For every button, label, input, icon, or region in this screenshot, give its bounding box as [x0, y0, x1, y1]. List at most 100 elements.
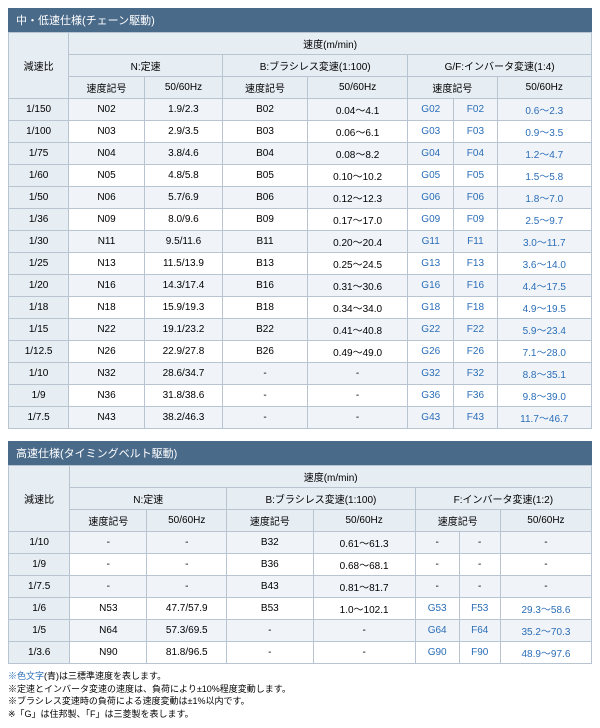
cell: - [147, 532, 227, 554]
cell: - [307, 407, 407, 429]
h-n: N:定速 [69, 55, 223, 77]
cell: 0.68～68.1 [313, 554, 415, 576]
table-row: 1/9N3631.8/38.6--G36F369.8～39.0 [9, 385, 592, 407]
cell: - [307, 385, 407, 407]
cell: 0.41～40.8 [307, 319, 407, 341]
cell: 11.5/13.9 [144, 253, 222, 275]
note1a: ※色文字 [8, 671, 44, 681]
cell: 3.6～14.0 [497, 253, 591, 275]
cell: F18 [454, 297, 497, 319]
cell: - [223, 363, 308, 385]
cell: 1/100 [9, 121, 69, 143]
cell: F53 [459, 598, 500, 620]
cell: 0.04～4.1 [307, 99, 407, 121]
note2: ※定速とインバータ変速の速度は、負荷により±10%程度変動します。 [8, 683, 592, 696]
cell: - [227, 620, 313, 642]
table-row: 1/10--B320.61～61.3--- [9, 532, 592, 554]
cell: 1.2～4.7 [497, 143, 591, 165]
h-hz: 50/60Hz [307, 77, 407, 99]
cell: B22 [223, 319, 308, 341]
cell: 1.0～102.1 [313, 598, 415, 620]
table-row: 1/75N043.8/4.6B040.08～8.2G04F041.2～4.7 [9, 143, 592, 165]
cell: 5.9～23.4 [497, 319, 591, 341]
cell: N16 [69, 275, 145, 297]
cell: B11 [223, 231, 308, 253]
table-row: 1/18N1815.9/19.3B180.34～34.0G18F184.9～19… [9, 297, 592, 319]
cell: 5.7/6.9 [144, 187, 222, 209]
cell: 1/150 [9, 99, 69, 121]
cell: 1.5～5.8 [497, 165, 591, 187]
cell: B05 [223, 165, 308, 187]
cell: B26 [223, 341, 308, 363]
cell: 1/20 [9, 275, 69, 297]
cell: B02 [223, 99, 308, 121]
h-hz: 50/60Hz [500, 510, 591, 532]
cell: 2.5～9.7 [497, 209, 591, 231]
cell: 47.7/57.9 [147, 598, 227, 620]
cell: 1/75 [9, 143, 69, 165]
cell: N13 [69, 253, 145, 275]
cell: F09 [454, 209, 497, 231]
cell: 48.9～97.6 [500, 642, 591, 664]
cell: 31.8/38.6 [144, 385, 222, 407]
cell: 14.3/17.4 [144, 275, 222, 297]
note1b: (青)は三標準速度を表します。 [44, 671, 166, 681]
cell: 1/10 [9, 532, 70, 554]
cell: N22 [69, 319, 145, 341]
cell: 3.0～11.7 [497, 231, 591, 253]
cell: 0.49～49.0 [307, 341, 407, 363]
cell: G06 [408, 187, 454, 209]
h-hz: 50/60Hz [147, 510, 227, 532]
cell: 0.6～2.3 [497, 99, 591, 121]
cell: G16 [408, 275, 454, 297]
cell: B18 [223, 297, 308, 319]
cell: N05 [69, 165, 145, 187]
cell: 19.1/23.2 [144, 319, 222, 341]
cell: B04 [223, 143, 308, 165]
cell: B09 [223, 209, 308, 231]
cell: B16 [223, 275, 308, 297]
cell: N04 [69, 143, 145, 165]
cell: 1/60 [9, 165, 69, 187]
cell: G04 [408, 143, 454, 165]
cell: 0.34～34.0 [307, 297, 407, 319]
h-hz: 50/60Hz [497, 77, 591, 99]
cell: 0.20～20.4 [307, 231, 407, 253]
cell: - [459, 532, 500, 554]
cell: G18 [408, 297, 454, 319]
cell: 1/5 [9, 620, 70, 642]
table-row: 1/15N2219.1/23.2B220.41～40.8G22F225.9～23… [9, 319, 592, 341]
cell: 0.12～12.3 [307, 187, 407, 209]
h-code: 速度記号 [223, 77, 308, 99]
cell: F02 [454, 99, 497, 121]
cell: N26 [69, 341, 145, 363]
table-row: 1/60N054.8/5.8B050.10～10.2G05F051.5～5.8 [9, 165, 592, 187]
cell: F22 [454, 319, 497, 341]
h-code: 速度記号 [70, 510, 147, 532]
cell: N53 [70, 598, 147, 620]
h-n: N:定速 [70, 488, 227, 510]
cell: B03 [223, 121, 308, 143]
cell: F13 [454, 253, 497, 275]
cell: G36 [408, 385, 454, 407]
cell: - [307, 363, 407, 385]
cell: N64 [70, 620, 147, 642]
cell: 1/3.6 [9, 642, 70, 664]
h-hz: 50/60Hz [313, 510, 415, 532]
cell: N43 [69, 407, 145, 429]
cell: G13 [408, 253, 454, 275]
cell: B06 [223, 187, 308, 209]
h-speed: 速度(m/min) [70, 466, 592, 488]
h-b: B:ブラシレス変速(1:100) [223, 55, 408, 77]
cell: 1/50 [9, 187, 69, 209]
cell: 0.9～3.5 [497, 121, 591, 143]
cell: 11.7～46.7 [497, 407, 591, 429]
cell: - [313, 620, 415, 642]
cell: 22.9/27.8 [144, 341, 222, 363]
cell: G22 [408, 319, 454, 341]
cell: G09 [408, 209, 454, 231]
cell: F90 [459, 642, 500, 664]
cell: 1/10 [9, 363, 69, 385]
cell: N06 [69, 187, 145, 209]
cell: N11 [69, 231, 145, 253]
